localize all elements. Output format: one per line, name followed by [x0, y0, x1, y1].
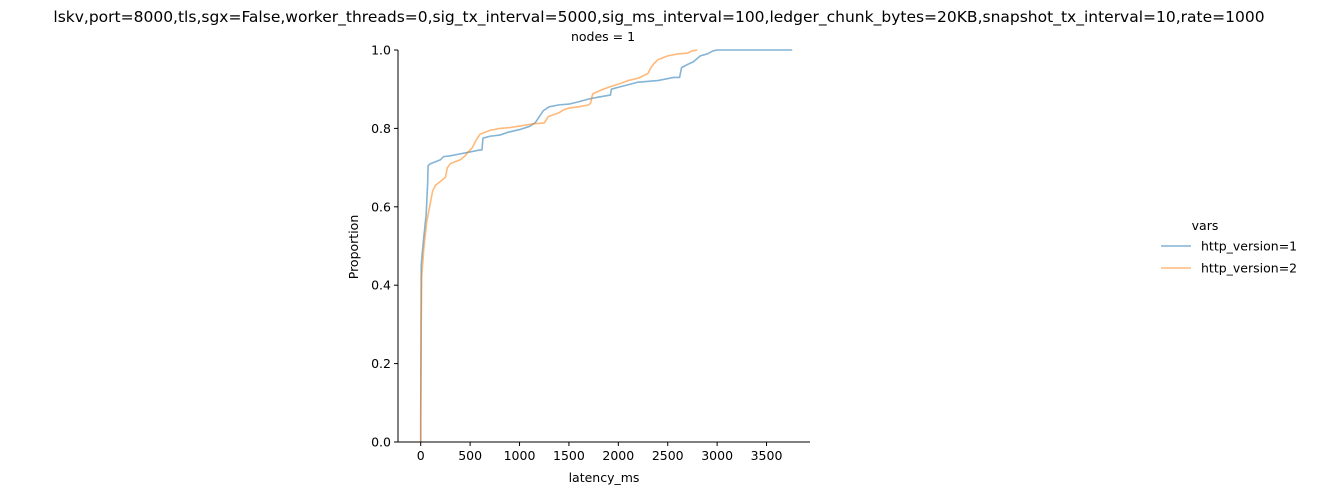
y-tick-label: 0.6	[371, 199, 391, 214]
subplot-title: nodes = 1	[571, 29, 635, 44]
x-tick-label: 1500	[553, 448, 585, 463]
legend-label-2: http_version=2	[1201, 261, 1297, 276]
y-tick-label: 0.2	[371, 356, 391, 371]
series-line-2	[419, 49, 698, 442]
legend-title: vars	[1192, 218, 1219, 233]
x-tick-label: 2500	[652, 448, 684, 463]
x-axis-label: latency_ms	[569, 470, 640, 485]
y-tick-label: 0.8	[371, 121, 391, 136]
x-tick-label: 3500	[751, 448, 783, 463]
y-axis-label: Proportion	[346, 215, 361, 280]
y-tick-label: 1.0	[371, 43, 391, 58]
legend: vars http_version=1 http_version=2	[1161, 218, 1297, 276]
figure-suptitle: lskv,port=8000,tls,sgx=False,worker_thre…	[53, 8, 1264, 27]
x-tick-label: 0	[417, 448, 425, 463]
series-line-1	[419, 49, 793, 442]
y-axis-ticks: 0.0 0.2 0.4 0.6 0.8 1.0	[371, 43, 398, 450]
x-tick-label: 1000	[504, 448, 536, 463]
x-tick-label: 2000	[602, 448, 634, 463]
y-tick-label: 0.4	[371, 278, 391, 293]
plot-area: 0 500 1000 1500 2000 2500 3000 3500 0.00.20.40.…	[371, 43, 810, 463]
legend-entries: http_version=1 http_version=2	[1161, 239, 1297, 276]
series-layer	[419, 49, 793, 442]
x-tick-label: 500	[458, 448, 482, 463]
legend-label-1: http_version=1	[1201, 239, 1297, 254]
x-tick-label: 3000	[701, 448, 733, 463]
y-tick-label: 0.0	[371, 435, 391, 450]
x-axis-ticks: 0 500 1000 1500 2000 2500 3000 3500	[417, 442, 783, 463]
